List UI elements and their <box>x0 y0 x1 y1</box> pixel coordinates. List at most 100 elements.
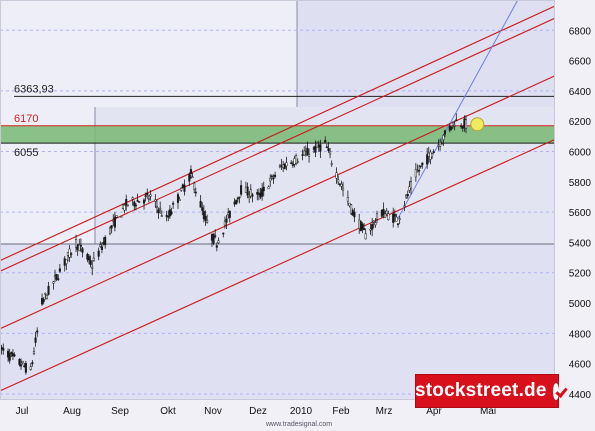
candle-body <box>191 176 194 179</box>
candle-body <box>178 199 181 201</box>
x-tick-label: Okt <box>160 406 176 417</box>
y-tick-label: 4600 <box>569 360 592 371</box>
candle-body <box>296 161 299 163</box>
candle-body <box>144 195 147 197</box>
candle-body <box>443 130 447 135</box>
y-tick-label: 5400 <box>569 238 592 249</box>
candle-body <box>464 119 468 129</box>
candle-body <box>228 210 231 218</box>
candle-body <box>329 151 332 155</box>
candle-body <box>295 155 298 164</box>
candle-body <box>304 151 307 153</box>
candle-body <box>2 347 5 351</box>
y-tick-label: 5000 <box>569 299 592 310</box>
candle-body <box>23 365 26 368</box>
candle-body <box>100 246 103 251</box>
candle-body <box>450 126 453 130</box>
candle-body <box>87 256 91 261</box>
candle-body <box>180 187 183 191</box>
candle-body <box>463 118 466 128</box>
candle-body <box>149 194 152 197</box>
candle-body <box>403 205 406 208</box>
y-tick-label: 6400 <box>569 87 592 98</box>
candle-body <box>257 193 260 195</box>
candle-body <box>189 169 192 174</box>
candle-body <box>272 177 275 180</box>
candle-body <box>181 184 184 188</box>
candle-body <box>437 144 440 147</box>
plot-border <box>0 0 555 400</box>
candle-body <box>142 199 146 204</box>
candle-body <box>0 346 3 350</box>
candle-body <box>409 181 413 189</box>
candle-body <box>327 148 330 151</box>
candle-body <box>227 212 230 216</box>
candle-body <box>421 162 424 166</box>
candle-body <box>270 175 273 178</box>
candle-body <box>452 121 455 124</box>
x-tick-label: Jul <box>16 406 29 417</box>
candle-body <box>283 163 286 169</box>
candle-body <box>350 204 353 214</box>
candle-body <box>138 201 141 203</box>
candle-body <box>244 186 247 193</box>
candle-body <box>308 154 311 157</box>
candle-body <box>92 257 95 261</box>
candle-body <box>429 151 432 160</box>
candle-body <box>455 119 458 122</box>
candle-body <box>371 224 374 230</box>
channel-line <box>0 5 555 262</box>
candle-body <box>249 189 252 197</box>
candle-body <box>363 228 366 231</box>
stockstreet-logo: stockstreet.de <box>415 374 559 408</box>
candle-body <box>123 204 126 211</box>
candle-body <box>42 298 45 302</box>
candle-body <box>453 125 456 127</box>
channel-line <box>0 75 555 330</box>
candle-body <box>68 248 71 258</box>
checkmark-icon <box>552 382 559 400</box>
candle-body <box>44 293 47 295</box>
candle-body <box>398 218 401 220</box>
candle-body <box>293 158 296 165</box>
candle-body <box>133 201 136 207</box>
candle-body <box>256 192 259 195</box>
candle-body <box>393 213 396 217</box>
candle-body <box>52 281 55 284</box>
candle-body <box>160 215 163 217</box>
candle-body <box>317 144 320 148</box>
candle-body <box>439 142 442 147</box>
candle-body <box>78 244 81 252</box>
candle-body <box>170 211 173 215</box>
marker-layer <box>470 117 485 132</box>
x-axis: Jul Aug Sep Okt Nov Dez 2010 Feb Mrz Apr Mai <box>16 406 496 417</box>
candle-body <box>167 216 170 218</box>
candle-body <box>65 259 68 265</box>
candle-body <box>215 245 218 248</box>
candle-body <box>312 147 315 150</box>
candle-body <box>102 242 105 244</box>
candle-body <box>121 204 125 209</box>
candle-body <box>108 227 112 234</box>
credit-text: www.tradesignal.com <box>266 421 333 428</box>
candle-body <box>238 196 241 199</box>
candle-body <box>99 244 102 247</box>
candle-body <box>120 216 123 218</box>
candle-body <box>225 218 228 223</box>
candle-body <box>115 215 118 218</box>
candle-body <box>125 199 128 206</box>
candle-body <box>338 183 341 186</box>
x-tick-label: Mai <box>480 406 496 417</box>
candle-body <box>291 164 294 166</box>
candle-body <box>66 252 70 256</box>
candle-body <box>34 337 37 343</box>
candle-body <box>330 163 333 165</box>
candle-body <box>374 222 377 226</box>
candle-body <box>346 196 349 202</box>
candle-body <box>188 174 191 182</box>
candle-body <box>206 220 209 223</box>
candle-body <box>285 162 288 167</box>
candle-body <box>248 196 251 199</box>
candle-body <box>222 232 225 235</box>
